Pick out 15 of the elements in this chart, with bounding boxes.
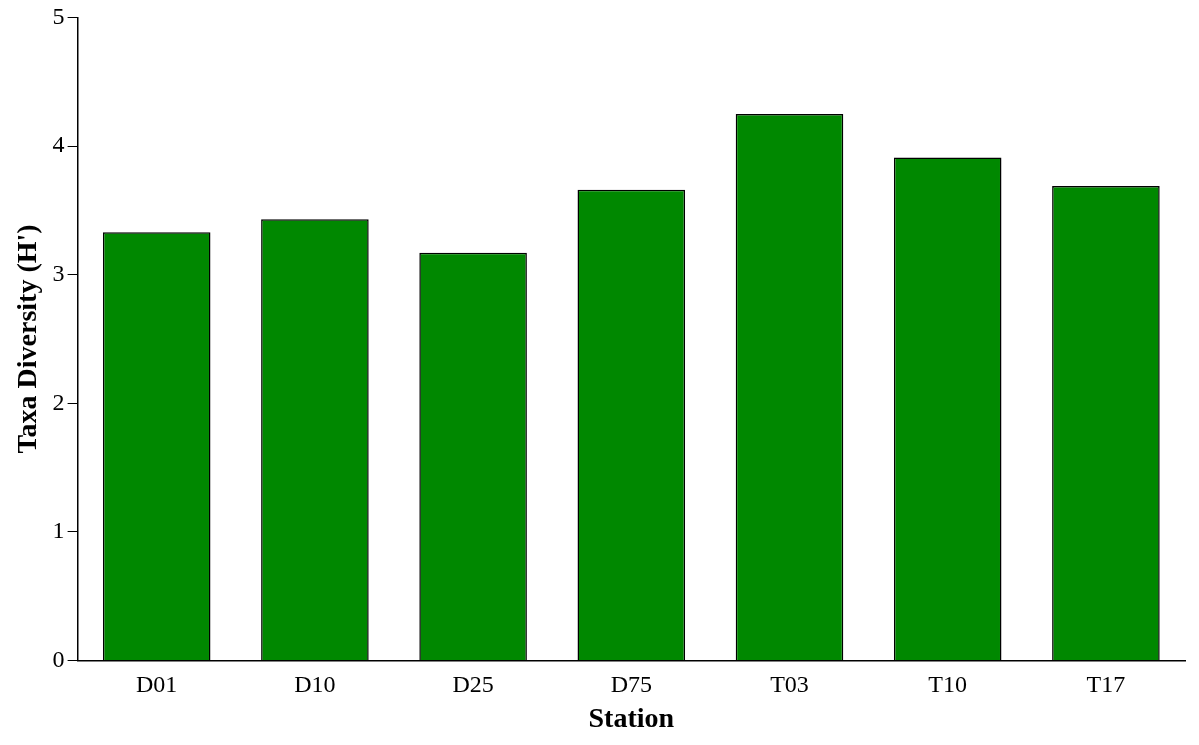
x-tick-label: D25 [452, 671, 494, 698]
x-tick-label: D10 [294, 671, 336, 698]
y-tick-label: 5 [52, 2, 65, 29]
x-tick-label: D75 [610, 671, 652, 698]
y-axis-title: Taxa Diversity (H') [11, 224, 43, 454]
x-tick-label: T17 [1086, 671, 1126, 698]
x-tick-label: T10 [928, 671, 968, 698]
x-tick-label: D01 [136, 671, 178, 698]
y-tick-label: 4 [52, 131, 65, 158]
y-tick-label: 1 [52, 517, 65, 544]
y-tick-label: 3 [52, 259, 65, 286]
y-tick-label: 2 [52, 388, 65, 415]
y-tick-label: 0 [52, 645, 65, 672]
x-axis-title: Station [588, 702, 675, 734]
x-tick-label: T03 [770, 671, 809, 698]
